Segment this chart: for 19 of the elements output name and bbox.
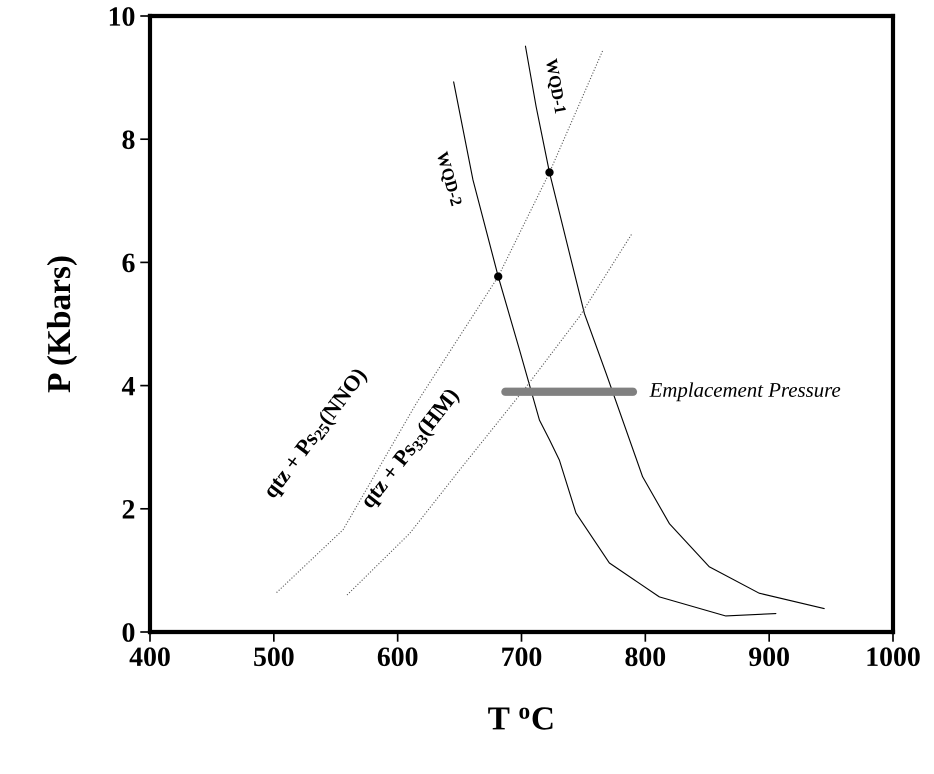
x-tick-label: 800 <box>625 647 666 666</box>
y-tick-label: 10 <box>110 7 134 26</box>
y-tick-label: 8 <box>122 130 134 150</box>
text: WQD-2 <box>434 150 462 207</box>
x-tick-label: 500 <box>254 647 294 666</box>
text: qtz + Ps$_{33}$(HM) <box>362 386 463 512</box>
series-label: Emplacement Pressure <box>649 382 840 402</box>
x-tick-label: 1000 <box>867 647 920 666</box>
text: WQD-1 <box>543 58 566 114</box>
y-tick-label: 6 <box>122 254 135 272</box>
x-axis-title: T $^{o}$C <box>488 707 552 730</box>
x-tick-label: 600 <box>378 647 418 666</box>
y-tick-label: 4 <box>122 376 135 396</box>
x-tick-label: 700 <box>502 647 542 666</box>
y-tick-label: 0 <box>122 623 134 642</box>
y-tick-label: 2 <box>122 500 134 518</box>
x-tick-label: 900 <box>749 647 789 666</box>
x-tick-label: 400 <box>130 647 170 666</box>
y-axis-title: P (Kbars) <box>46 256 78 392</box>
